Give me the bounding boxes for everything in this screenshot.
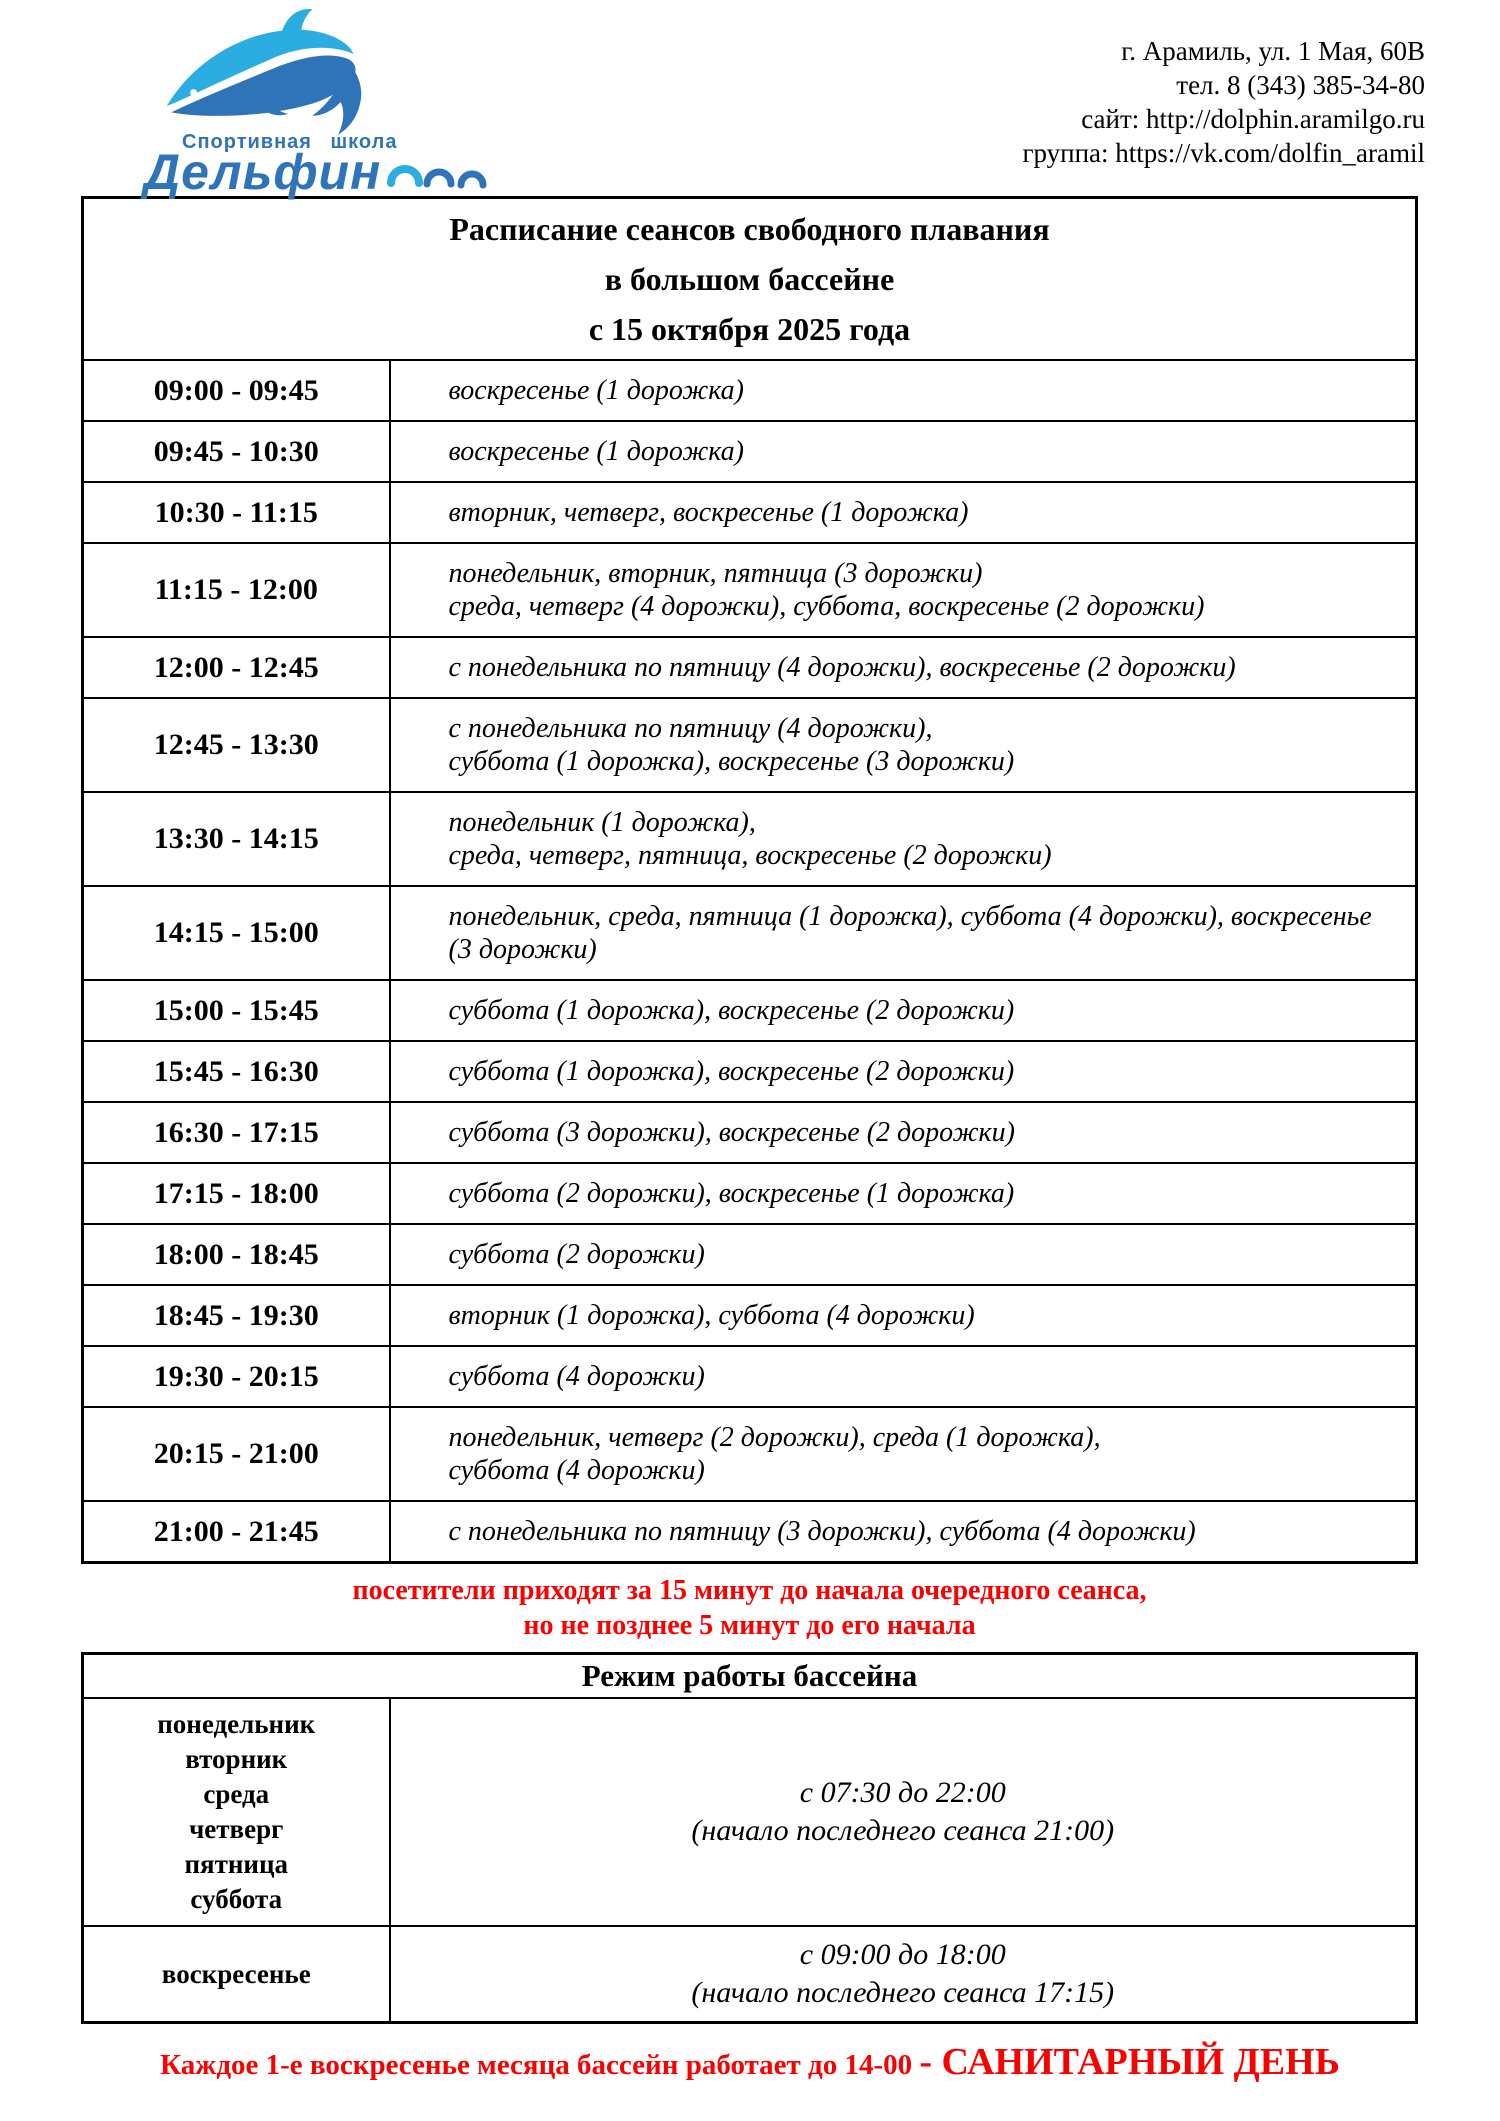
schedule-row: 18:45 - 19:30 вторник (1 дорожка), суббот…: [81, 1284, 1418, 1347]
sanitary-day-text: Каждое 1-е воскресенье месяца бассейн ра…: [160, 2049, 920, 2081]
pool-hours-table: Режим работы бассейна понедельник вторни…: [81, 1652, 1418, 2024]
session-days: понедельник, вторник, пятница (3 дорожки…: [388, 542, 1418, 638]
arrival-notice-line2: но не позднее 5 минут до его начала: [523, 1610, 976, 1641]
session-days: суббота (3 дорожки), воскресенье (2 доро…: [388, 1101, 1418, 1164]
contact-address: г. Арамиль, ул. 1 Мая, 60В: [1121, 36, 1425, 66]
session-time: 15:45 - 16:30: [81, 1040, 391, 1103]
session-time: 13:30 - 14:15: [81, 791, 391, 887]
session-days: воскресенье (1 дорожка): [388, 359, 1418, 422]
session-time: 18:00 - 18:45: [81, 1223, 391, 1286]
session-days: с понедельника по пятницу (4 дорожки), с…: [388, 697, 1418, 793]
hours-row: воскресенье с 09:00 до 18:00 (начало пос…: [81, 1925, 1418, 2024]
schedule-row: 14:15 - 15:00 понедельник, среда, пятница…: [81, 885, 1418, 981]
schedule-row: 15:45 - 16:30 суббота (1 дорожка), воскре…: [81, 1040, 1418, 1103]
hours-value: с 07:30 до 22:00 (начало последнего сеан…: [388, 1697, 1418, 1927]
session-days: вторник (1 дорожка), суббота (4 дорожки): [388, 1284, 1418, 1347]
schedule-row: 12:45 - 13:30 с понедельника по пятницу (…: [81, 697, 1418, 793]
contact-site: сайт: http://dolphin.aramilgo.ru: [1081, 104, 1425, 134]
schedule-row: 16:30 - 17:15 суббота (3 дорожки), воскре…: [81, 1101, 1418, 1164]
session-time: 17:15 - 18:00: [81, 1162, 391, 1225]
sanitary-day-highlight: - САНИТАРНЫЙ ДЕНЬ: [919, 2041, 1340, 2083]
session-time: 09:00 - 09:45: [81, 359, 391, 422]
session-days: суббота (4 дорожки): [388, 1345, 1418, 1408]
schedule-row: 21:00 - 21:45 с понедельника по пятницу (…: [81, 1500, 1418, 1564]
schedule-row: 10:30 - 11:15 вторник, четверг, воскресен…: [81, 481, 1418, 544]
session-days: с понедельника по пятницу (4 дорожки), в…: [388, 636, 1418, 699]
contact-info: г. Арамиль, ул. 1 Мая, 60В тел. 8 (343) …: [1022, 34, 1425, 170]
session-time: 09:45 - 10:30: [81, 420, 391, 483]
schedule-row: 20:15 - 21:00 понедельник, четверг (2 дор…: [81, 1406, 1418, 1502]
contact-phone: тел. 8 (343) 385-34-80: [1176, 70, 1425, 100]
session-time: 14:15 - 15:00: [81, 885, 391, 981]
sanitary-day-note: Каждое 1-е воскресенье месяца бассейн ра…: [70, 2040, 1430, 2084]
schedule-row: 09:45 - 10:30 воскресенье (1 дорожка): [81, 420, 1418, 483]
schedule-row: 15:00 - 15:45 суббота (1 дорожка), воскре…: [81, 979, 1418, 1042]
waves-icon: [387, 165, 487, 189]
hours-title: Режим работы бассейна: [81, 1652, 1418, 1699]
arrival-notice: посетители приходят за 15 минут до начал…: [81, 1573, 1418, 1643]
schedule-row: 13:30 - 14:15 понедельник (1 дорожка), ср…: [81, 791, 1418, 887]
session-time: 16:30 - 17:15: [81, 1101, 391, 1164]
schedule-title-row: Расписание сеансов свободного плавания в…: [81, 196, 1418, 361]
session-days: понедельник, среда, пятница (1 дорожка),…: [388, 885, 1418, 981]
session-time: 12:45 - 13:30: [81, 697, 391, 793]
session-time: 18:45 - 19:30: [81, 1284, 391, 1347]
schedule-row: 12:00 - 12:45 с понедельника по пятницу (…: [81, 636, 1418, 699]
session-days: понедельник, четверг (2 дорожки), среда …: [388, 1406, 1418, 1502]
session-days: вторник, четверг, воскресенье (1 дорожка…: [388, 481, 1418, 544]
session-days: понедельник (1 дорожка), среда, четверг,…: [388, 791, 1418, 887]
page-header: Спортивная школа Дельфин г. Арамиль, ул.…: [0, 0, 1500, 200]
session-days: суббота (2 дорожки), воскресенье (1 доро…: [388, 1162, 1418, 1225]
schedule-row: 18:00 - 18:45 суббота (2 дорожки): [81, 1223, 1418, 1286]
schedule-row: 09:00 - 09:45 воскресенье (1 дорожка): [81, 359, 1418, 422]
session-time: 11:15 - 12:00: [81, 542, 391, 638]
hours-value: с 09:00 до 18:00 (начало последнего сеан…: [388, 1925, 1418, 2024]
arrival-notice-line1: посетители приходят за 15 минут до начал…: [352, 1575, 1147, 1606]
session-days: суббота (1 дорожка), воскресенье (2 доро…: [388, 1040, 1418, 1103]
session-days: суббота (1 дорожка), воскресенье (2 доро…: [388, 979, 1418, 1042]
schedule-row: 11:15 - 12:00 понедельник, вторник, пятни…: [81, 542, 1418, 638]
schedule-title: Расписание сеансов свободного плавания в…: [81, 196, 1418, 361]
session-time: 10:30 - 11:15: [81, 481, 391, 544]
dolphin-logo: Спортивная школа Дельфин: [118, 4, 498, 200]
logo-school-name: Дельфин: [144, 144, 382, 200]
schedule-row: 19:30 - 20:15 суббота (4 дорожки): [81, 1345, 1418, 1408]
logo-school-type: Спортивная школа: [182, 131, 398, 153]
session-time: 21:00 - 21:45: [81, 1500, 391, 1564]
swim-schedule-table: Расписание сеансов свободного плавания в…: [81, 196, 1418, 1564]
session-days: с понедельника по пятницу (3 дорожки), с…: [388, 1500, 1418, 1564]
hours-days: понедельник вторник среда четверг пятниц…: [81, 1697, 391, 1927]
session-time: 12:00 - 12:45: [81, 636, 391, 699]
dolphin-icon: [165, 8, 362, 135]
contact-group: группа: https://vk.com/dolfin_aramil: [1022, 138, 1425, 168]
hours-row: понедельник вторник среда четверг пятниц…: [81, 1697, 1418, 1927]
session-days: суббота (2 дорожки): [388, 1223, 1418, 1286]
session-time: 20:15 - 21:00: [81, 1406, 391, 1502]
session-days: воскресенье (1 дорожка): [388, 420, 1418, 483]
hours-days: воскресенье: [81, 1925, 391, 2024]
hours-title-row: Режим работы бассейна: [81, 1652, 1418, 1699]
schedule-row: 17:15 - 18:00 суббота (2 дорожки), воскре…: [81, 1162, 1418, 1225]
session-time: 19:30 - 20:15: [81, 1345, 391, 1408]
session-time: 15:00 - 15:45: [81, 979, 391, 1042]
